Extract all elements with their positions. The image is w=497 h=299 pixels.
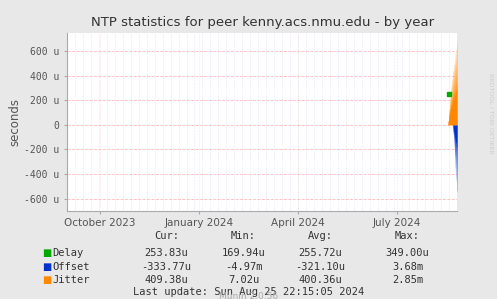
Text: ■: ■ [43, 262, 52, 272]
Text: Min:: Min: [231, 231, 256, 241]
Text: 253.83u: 253.83u [145, 248, 188, 258]
Text: Offset: Offset [52, 262, 89, 272]
Text: Cur:: Cur: [154, 231, 179, 241]
Y-axis label: seconds: seconds [8, 98, 21, 146]
Text: 169.94u: 169.94u [222, 248, 265, 258]
Text: 400.36u: 400.36u [299, 275, 342, 286]
Text: Avg:: Avg: [308, 231, 333, 241]
Text: ■: ■ [43, 275, 52, 286]
Text: 255.72u: 255.72u [299, 248, 342, 258]
Text: ■: ■ [43, 248, 52, 258]
Text: 2.85m: 2.85m [392, 275, 423, 286]
Text: 3.68m: 3.68m [392, 262, 423, 272]
Text: 7.02u: 7.02u [228, 275, 259, 286]
Text: 409.38u: 409.38u [145, 275, 188, 286]
Title: NTP statistics for peer kenny.acs.nmu.edu - by year: NTP statistics for peer kenny.acs.nmu.ed… [90, 16, 434, 29]
Text: Munin 2.0.56: Munin 2.0.56 [219, 292, 278, 299]
Text: -4.97m: -4.97m [225, 262, 262, 272]
Text: RRDTOOL / TOBI OETIKER: RRDTOOL / TOBI OETIKER [489, 73, 494, 154]
Text: Last update: Sun Aug 25 22:15:05 2024: Last update: Sun Aug 25 22:15:05 2024 [133, 287, 364, 298]
Text: -321.10u: -321.10u [296, 262, 345, 272]
Text: 349.00u: 349.00u [386, 248, 429, 258]
Text: Delay: Delay [52, 248, 83, 258]
Text: -333.77u: -333.77u [142, 262, 191, 272]
Text: Jitter: Jitter [52, 275, 89, 286]
Text: Max:: Max: [395, 231, 420, 241]
